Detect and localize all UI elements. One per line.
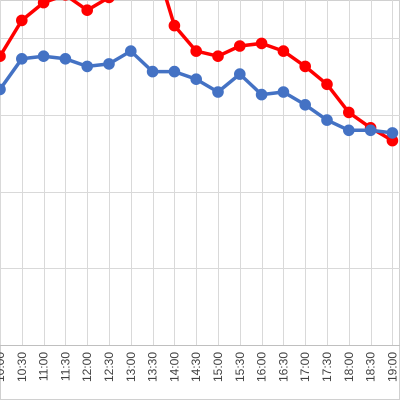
series-2-point-14:30	[191, 74, 202, 85]
series-2-point-17:30	[322, 115, 333, 126]
x-tick-label-15:30: 15:30	[233, 352, 247, 382]
series-1-point-14:00	[169, 20, 180, 31]
x-tick-label-16:00: 16:00	[255, 352, 269, 382]
series-2-point-11:00	[38, 51, 49, 62]
series-1-point-18:00	[344, 107, 355, 118]
x-tick-label-17:00: 17:00	[298, 352, 312, 382]
x-tick-label-12:00: 12:00	[80, 352, 94, 382]
x-tick-label-13:30: 13:30	[146, 352, 160, 382]
series-1-point-14:30	[191, 46, 202, 57]
series-2-point-12:30	[104, 59, 115, 70]
x-tick-label-11:00: 11:00	[37, 352, 51, 381]
series-2-point-14:00	[169, 66, 180, 77]
series-2-point-16:30	[278, 87, 289, 98]
x-tick-label-19:00: 19:00	[385, 352, 399, 382]
series-1-point-15:30	[235, 41, 246, 52]
x-tick-label-18:30: 18:30	[364, 352, 378, 382]
x-tick-label-14:00: 14:00	[167, 352, 181, 382]
series-2-point-12:00	[82, 61, 93, 72]
series-2-point-18:00	[344, 125, 355, 136]
x-tick-label-12:30: 12:30	[102, 352, 116, 382]
series-1-point-12:00	[82, 5, 93, 16]
series-2-point-19:00	[387, 128, 398, 139]
series-1-point-16:00	[256, 38, 267, 49]
series-2-point-11:30	[60, 54, 71, 65]
series-2-point-17:00	[300, 100, 311, 111]
series-1-point-11:00	[38, 0, 49, 8]
x-tick-label-10:00: 10:00	[0, 352, 7, 382]
series-1-point-15:00	[213, 51, 224, 62]
series-1-point-17:00	[300, 61, 311, 72]
series-1-point-16:30	[278, 46, 289, 57]
x-tick-label-16:30: 16:30	[276, 352, 290, 382]
series-2-point-15:00	[213, 87, 224, 98]
x-tick-label-11:30: 11:30	[58, 352, 72, 381]
series-2-point-18:30	[365, 125, 376, 136]
series-1-point-17:30	[322, 79, 333, 90]
x-tick-label-13:00: 13:00	[124, 352, 138, 382]
series-2-point-13:00	[126, 46, 137, 57]
series-2-point-10:30	[17, 54, 28, 65]
x-tick-label-14:30: 14:30	[189, 352, 203, 382]
series-2-point-15:30	[235, 69, 246, 80]
series-2-point-16:00	[256, 89, 267, 100]
x-tick-label-15:00: 15:00	[211, 352, 225, 382]
x-tick-label-18:00: 18:00	[342, 352, 356, 382]
series-2-point-13:30	[147, 66, 158, 77]
series-1-point-10:30	[17, 15, 28, 26]
x-tick-label-17:30: 17:30	[320, 352, 334, 382]
x-tick-label-10:30: 10:30	[15, 352, 29, 382]
